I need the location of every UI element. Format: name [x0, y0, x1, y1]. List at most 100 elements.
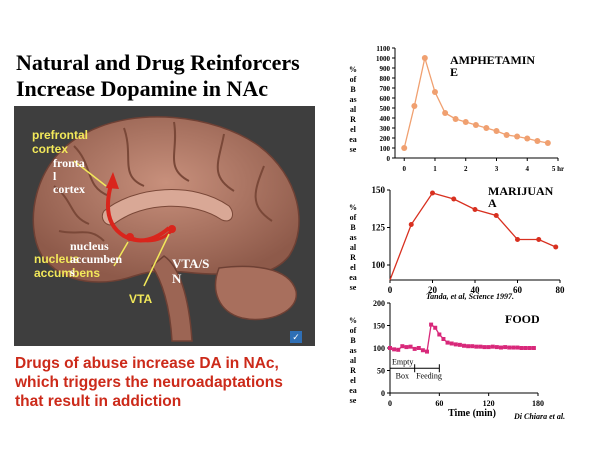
chart-2-point-12 [437, 332, 442, 337]
chart-0-ytick-label-2: 200 [380, 135, 391, 143]
chart-0-point-14 [544, 140, 551, 146]
chart-1-point-4 [472, 207, 478, 212]
caption-line-1: Drugs of abuse increase DA in NAc, [15, 355, 279, 372]
chart-1-ytick-label-0: 100 [372, 260, 386, 270]
chart-2-point-10 [429, 322, 434, 327]
chart-0-xtick-label-1: 1 [433, 165, 437, 173]
chart-2-point-25 [490, 344, 495, 349]
chart-2-point-17 [457, 342, 462, 347]
chart-2-ylabel-3: as [349, 346, 356, 355]
chart-1-ytick-label-1: 125 [372, 223, 386, 233]
chart-0-xtick-label-3: 3 [495, 165, 499, 173]
prefrontal-pointer [73, 160, 107, 187]
chart-0-ytick-label-6: 600 [380, 95, 391, 103]
brain-drawing [32, 116, 300, 342]
chart-1-ylabel-7: ea [349, 273, 357, 282]
chart-2-point-19 [466, 344, 471, 349]
chart-0-point-6 [462, 119, 469, 125]
chart-2-point-31 [515, 345, 520, 350]
chart-2-point-3 [400, 344, 405, 349]
chart-1-ylabel-0: % [349, 203, 357, 212]
label-vta-sn: VTA/S N [172, 256, 210, 286]
chart-2-point-35 [531, 346, 536, 350]
chart-2-ylabel-8: se [350, 396, 357, 405]
chart-2-point-23 [482, 345, 487, 350]
chart-0-xtick-label-2: 2 [464, 165, 468, 173]
chart-1-ylabel-5: R [350, 253, 356, 262]
chart-1-point-7 [536, 237, 542, 242]
title-line-2: Increase Dopamine in NAc [16, 76, 268, 101]
chart-0-ylabel-0: % [349, 65, 357, 74]
chart-2-point-11 [433, 325, 438, 330]
chart-0-point-12 [524, 135, 531, 142]
chart-2-point-2 [396, 347, 401, 352]
chart-2-point-20 [470, 344, 475, 349]
chart-2-ytick-label-1: 50 [377, 367, 385, 376]
chart-1-point-5 [493, 213, 499, 218]
chart-1-ytick-label-2: 150 [372, 185, 386, 195]
caption-line-2: which triggers the neuroadaptations [15, 374, 283, 391]
chart-1-xtick-label-4: 80 [556, 285, 566, 295]
chart-2-point-7 [416, 346, 421, 350]
chart-1-ylabel-2: B [350, 223, 356, 232]
chart-0-ytick-label-9: 900 [380, 65, 391, 73]
caption-line-3: that result in addiction [15, 393, 182, 410]
chart-1-ylabel-1: of [350, 213, 357, 222]
chart-0-series-line [403, 57, 548, 149]
chart-2-point-5 [408, 344, 413, 349]
chart-2-ylabel-1: of [350, 326, 357, 335]
chart-0-ylabel-6: el [350, 125, 357, 134]
chart-0-xtick-label-5: 5 hr [552, 165, 564, 173]
chart-2-ylabel-4: al [350, 356, 357, 365]
chart-0-point-3 [431, 89, 438, 95]
chart-1-point-3 [451, 196, 457, 202]
chart-2-phase-label-1-0: Feeding [416, 371, 442, 380]
chart-0-point-1 [411, 103, 418, 109]
chart-2-point-6 [412, 346, 417, 351]
brain-illustration: prefrontal cortex fronta l cortex nucleu… [14, 106, 315, 346]
chart-0-xtick-label-4: 4 [525, 165, 529, 173]
chart-1-series-line [389, 192, 557, 281]
slide-caption: Drugs of abuse increase DA in NAc, which… [15, 354, 335, 411]
chart-2-xtick-label-3: 180 [532, 399, 544, 408]
chart-2-point-16 [453, 342, 458, 347]
chart-0-point-2 [421, 55, 428, 61]
chart-0-ylabel-8: se [350, 145, 357, 154]
chart-2-point-1 [392, 347, 397, 352]
publisher-logo: ✓ [290, 331, 302, 343]
chart-1-xtick-label-2: 40 [471, 285, 481, 295]
chart-1-title-0: MARIJUAN [488, 184, 554, 198]
chart-0-ylabel-7: ea [349, 135, 357, 144]
chart-2-point-22 [478, 344, 483, 349]
chart-0-point-11 [514, 133, 521, 140]
chart-0-point-4 [442, 110, 449, 116]
chart-0-ytick-label-11: 1100 [376, 45, 390, 53]
chart-2-title-0: FOOD [505, 312, 540, 326]
chart-0-xtick-label-0: 0 [402, 165, 406, 173]
chart-2-xlabel: Time (min) [448, 408, 496, 419]
chart-0-ytick-label-4: 400 [380, 115, 391, 123]
vta-pointer [143, 233, 170, 287]
chart-2-phase-label-0-0: Empty [392, 357, 413, 366]
chart-0-ytick-label-7: 700 [380, 85, 391, 93]
charts-panel: 0 100 200 300 400 500 600 700 800 900 1000 1100 0 1 2 3… [340, 40, 598, 440]
chart-2-ylabel-2: B [350, 336, 356, 345]
chart-2-point-21 [474, 344, 479, 349]
chart-0-point-0 [401, 145, 408, 151]
chart-1-ylabel-6: el [350, 263, 357, 272]
chart-0-ytick-label-1: 100 [380, 145, 391, 153]
chart-0-ylabel-1: of [350, 75, 357, 84]
gyri-lines [53, 121, 273, 242]
chart-2-point-28 [503, 345, 508, 350]
chart-2-point-15 [449, 341, 454, 346]
brainstem-shape [151, 255, 193, 342]
nucleus-accumbens-marker [126, 233, 134, 241]
chart-2-point-30 [511, 345, 516, 350]
slide-title: Natural and Drug Reinforcers Increase Do… [16, 50, 346, 102]
chart-2-point-4 [404, 345, 409, 350]
chart-2-point-33 [523, 346, 528, 350]
chart-0-point-13 [534, 138, 541, 144]
chart-1-title-1: A [488, 196, 497, 210]
chart-2-ylabel-6: el [350, 376, 357, 385]
chart-2-point-32 [519, 346, 524, 350]
